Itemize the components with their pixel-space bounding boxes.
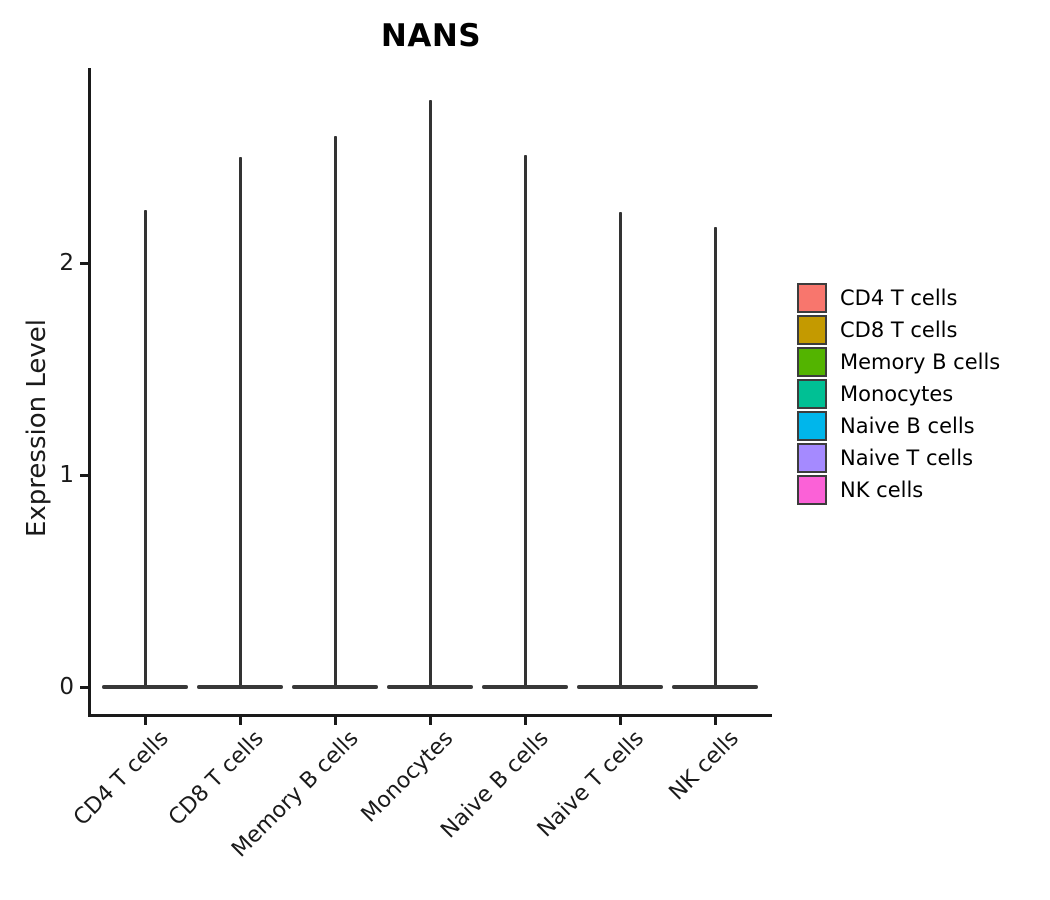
legend-item-memory-b-cells: Memory B cells: [797, 347, 1000, 377]
legend-swatch-cd4-t-cells: [797, 283, 827, 313]
legend-swatch-cd8-t-cells: [797, 315, 827, 345]
violin-base-cd4-t-cells: [102, 685, 188, 689]
x-axis-tick-cd8-t-cells: [239, 716, 242, 725]
x-tick-label-monocytes: Monocytes: [357, 726, 459, 828]
y-tick-label-1: 1: [59, 462, 74, 488]
x-axis-tick-naive-b-cells: [524, 716, 527, 725]
legend-item-naive-t-cells: Naive T cells: [797, 443, 1000, 473]
x-axis-tick-memory-b-cells: [334, 716, 337, 725]
violin-base-monocytes: [387, 685, 473, 689]
x-axis-tick-monocytes: [429, 716, 432, 725]
chart-title: NANS: [380, 18, 482, 54]
x-tick-label-nk-cells: NK cells: [664, 726, 744, 806]
violin-spike-cd4-t-cells: [143, 210, 147, 687]
violin-base-memory-b-cells: [292, 685, 378, 689]
legend: CD4 T cells CD8 T cells Memory B cells Mono…: [797, 283, 1000, 507]
x-axis-tick-nk-cells: [714, 716, 717, 725]
legend-item-monocytes: Monocytes: [797, 379, 1000, 409]
violin-spike-monocytes: [428, 99, 432, 687]
x-axis-tick-cd4-t-cells: [144, 716, 147, 725]
x-axis-tick-naive-t-cells: [619, 716, 622, 725]
legend-swatch-naive-t-cells: [797, 443, 827, 473]
y-axis-tick-1: [80, 474, 89, 477]
violin-spike-nk-cells: [713, 226, 717, 687]
legend-item-nk-cells: NK cells: [797, 475, 1000, 505]
legend-swatch-memory-b-cells: [797, 347, 827, 377]
legend-swatch-nk-cells: [797, 475, 827, 505]
violin-base-naive-b-cells: [482, 685, 568, 689]
y-axis-title: Expression Level: [22, 318, 52, 538]
legend-label-monocytes: Monocytes: [840, 382, 954, 406]
legend-item-cd8-t-cells: CD8 T cells: [797, 315, 1000, 345]
legend-label-cd4-t-cells: CD4 T cells: [840, 286, 958, 310]
violin-base-naive-t-cells: [577, 685, 663, 689]
legend-label-cd8-t-cells: CD8 T cells: [840, 318, 958, 342]
violin-spike-memory-b-cells: [333, 135, 337, 687]
legend-item-cd4-t-cells: CD4 T cells: [797, 283, 1000, 313]
x-tick-label-cd4-t-cells: CD4 T cells: [68, 726, 174, 831]
x-axis-line: [88, 714, 772, 717]
violin-spike-cd8-t-cells: [238, 157, 242, 687]
y-tick-label-2: 2: [59, 250, 74, 276]
legend-label-naive-t-cells: Naive T cells: [840, 446, 974, 470]
legend-item-naive-b-cells: Naive B cells: [797, 411, 1000, 441]
y-tick-label-0: 0: [59, 674, 74, 700]
legend-swatch-naive-b-cells: [797, 411, 827, 441]
violin-spike-naive-t-cells: [618, 212, 622, 687]
x-tick-label-cd8-t-cells: CD8 T cells: [163, 726, 269, 831]
legend-label-nk-cells: NK cells: [840, 478, 924, 502]
violin-base-nk-cells: [672, 685, 758, 689]
violin-base-cd8-t-cells: [197, 685, 283, 689]
y-axis-tick-2: [80, 262, 89, 265]
y-axis-tick-0: [80, 686, 89, 689]
legend-label-naive-b-cells: Naive B cells: [840, 414, 975, 438]
legend-swatch-monocytes: [797, 379, 827, 409]
violin-spike-naive-b-cells: [523, 154, 527, 687]
y-axis-line: [88, 68, 91, 717]
legend-label-memory-b-cells: Memory B cells: [840, 350, 1001, 374]
